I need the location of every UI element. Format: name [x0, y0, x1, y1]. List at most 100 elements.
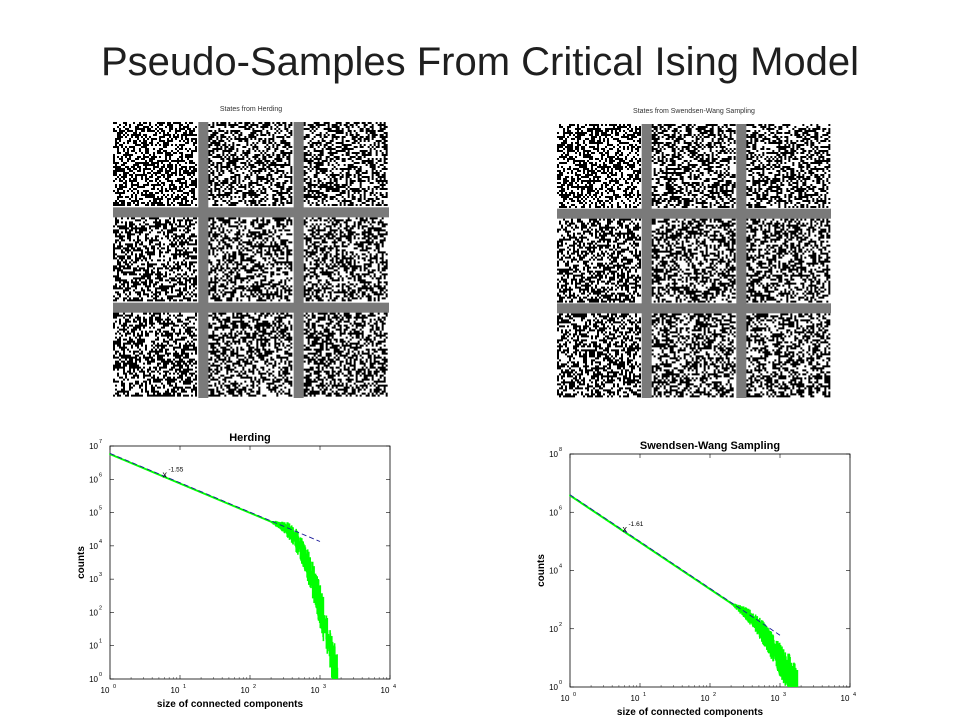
swendsen-wang-states-grid — [557, 124, 831, 398]
svg-text:0: 0 — [559, 680, 562, 686]
svg-text:10: 10 — [549, 567, 558, 576]
svg-text:10: 10 — [171, 686, 180, 695]
herding-y-tick-label: 10 3 — [89, 572, 102, 584]
swendsen-wang-state-tile — [746, 124, 831, 209]
swendsen-wang-y-tick-label: 10 2 — [549, 622, 562, 634]
svg-text:10: 10 — [631, 694, 640, 703]
svg-text:0: 0 — [573, 692, 576, 698]
svg-text:10: 10 — [89, 475, 98, 484]
svg-text:x: x — [163, 469, 168, 479]
herding-x-tick-label: 10 0 — [101, 684, 117, 695]
herding-y-tick-label: 10 6 — [89, 472, 102, 484]
swendsen-wang-axes — [569, 453, 851, 688]
svg-text:1: 1 — [99, 639, 102, 645]
svg-text:10: 10 — [561, 694, 570, 703]
herding-state-tile — [113, 217, 199, 303]
swendsen-wang-x-tick-label: 10 2 — [701, 692, 717, 703]
svg-text:2: 2 — [99, 605, 102, 611]
svg-text:10: 10 — [101, 686, 110, 695]
herding-x-tick-label: 10 3 — [311, 684, 327, 695]
svg-text:10: 10 — [89, 509, 98, 518]
herding-power-law-annotation: x -1.55 — [163, 466, 184, 479]
svg-text:7: 7 — [99, 439, 102, 445]
svg-text:-1.61: -1.61 — [629, 521, 644, 528]
herding-states-grid — [113, 122, 389, 398]
swendsen-wang-power-law-annotation: x -1.61 — [623, 521, 644, 534]
svg-text:10: 10 — [89, 642, 98, 651]
svg-text:10: 10 — [549, 625, 558, 634]
herding-title: Herding — [229, 432, 271, 444]
svg-text:6: 6 — [559, 505, 562, 511]
svg-text:0: 0 — [99, 672, 102, 678]
svg-text:x: x — [623, 524, 628, 534]
herding-y-tick-label: 10 2 — [89, 605, 102, 617]
swendsen-wang-state-tile — [746, 218, 831, 304]
swendsen-wang-state-tile — [557, 124, 642, 209]
herding-state-tile — [208, 122, 294, 208]
svg-text:10: 10 — [549, 683, 558, 692]
slide-title: Pseudo-Samples From Critical Ising Model — [100, 40, 860, 84]
svg-text:5: 5 — [99, 506, 102, 512]
swendsen-wang-state-tile — [557, 218, 642, 304]
svg-text:10: 10 — [311, 686, 320, 695]
svg-text:10: 10 — [841, 694, 850, 703]
svg-text:-1.55: -1.55 — [169, 466, 184, 473]
herding-data-series — [109, 453, 339, 679]
swendsen-wang-y-tick-label: 10 6 — [549, 505, 562, 517]
herding-state-tile — [303, 217, 389, 303]
herding-state-tile — [113, 122, 199, 208]
swendsen-wang-title: Swendsen-Wang Sampling — [640, 440, 780, 452]
svg-text:10: 10 — [89, 542, 98, 551]
herding-x-tick-label: 10 2 — [241, 684, 257, 695]
svg-text:3: 3 — [783, 692, 786, 698]
svg-text:1: 1 — [643, 692, 646, 698]
svg-text:0: 0 — [113, 684, 116, 690]
herding-state-tile — [113, 312, 199, 398]
svg-text:10: 10 — [89, 675, 98, 684]
swendsen-wang-x-label: size of connected components — [617, 707, 764, 718]
svg-text:2: 2 — [253, 684, 256, 690]
herding-y-tick-label: 10 5 — [89, 506, 102, 518]
herding-state-tile — [303, 312, 389, 398]
svg-text:10: 10 — [381, 686, 390, 695]
herding-state-tile — [303, 122, 389, 208]
herding-axes — [109, 445, 391, 680]
swendsen-wang-states-caption: States from Swendsen-Wang Sampling — [633, 108, 755, 115]
svg-text:4: 4 — [393, 684, 396, 690]
swendsen-wang-y-tick-label: 10 8 — [549, 447, 562, 459]
svg-text:10: 10 — [549, 450, 558, 459]
herding-y-tick-label: 10 1 — [89, 639, 102, 651]
swendsen-wang-state-tile — [746, 313, 831, 398]
svg-text:10: 10 — [549, 508, 558, 517]
swendsen-wang-state-tile — [651, 124, 737, 209]
swendsen-wang-x-tick-label: 10 1 — [631, 692, 647, 703]
svg-text:4: 4 — [853, 692, 856, 698]
svg-text:3: 3 — [99, 572, 102, 578]
svg-text:3: 3 — [323, 684, 326, 690]
svg-text:10: 10 — [701, 694, 710, 703]
swendsen-wang-states-panel: States from Swendsen-Wang Sampling — [557, 108, 831, 398]
svg-text:2: 2 — [559, 622, 562, 628]
herding-x-tick-label: 10 4 — [381, 684, 397, 695]
swendsen-wang-y-tick-label: 10 4 — [549, 564, 562, 576]
svg-text:2: 2 — [713, 692, 716, 698]
herding-state-tile — [208, 312, 294, 398]
svg-text:6: 6 — [99, 472, 102, 478]
svg-text:1: 1 — [183, 684, 186, 690]
swendsen-wang-data-series — [569, 494, 799, 687]
swendsen-wang-y-label: counts — [536, 554, 547, 587]
herding-y-tick-label: 10 4 — [89, 539, 102, 551]
swendsen-wang-state-tile — [651, 218, 737, 304]
svg-text:10: 10 — [89, 442, 98, 451]
herding-states-panel: States from Herding — [113, 106, 389, 398]
svg-text:4: 4 — [559, 564, 562, 570]
swendsen-wang-x-tick-label: 10 0 — [561, 692, 577, 703]
herding-y-label: counts — [76, 546, 87, 579]
herding-state-tile — [208, 217, 294, 303]
svg-text:10: 10 — [89, 575, 98, 584]
svg-text:10: 10 — [89, 608, 98, 617]
herding-y-tick-label: 10 0 — [89, 672, 102, 684]
svg-text:10: 10 — [241, 686, 250, 695]
